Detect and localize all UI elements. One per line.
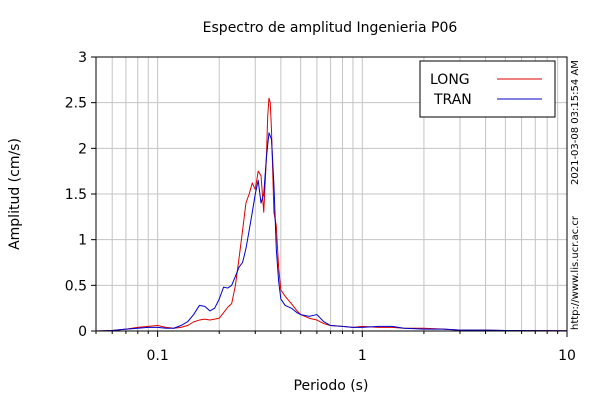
- axes: 0 0.5 1 1.5 2 2.5 3 0.1 1 10: [65, 50, 576, 364]
- series-layer: [95, 97, 568, 332]
- legend-box: [419, 60, 556, 118]
- x-axis-label: Periodo (s): [294, 378, 369, 394]
- x-tick-label: 1: [358, 348, 367, 364]
- legend-label-tran: TRAN: [433, 92, 472, 108]
- y-tick-label: 0.5: [65, 278, 87, 294]
- x-tick-label: 0.1: [146, 348, 168, 364]
- series-line-tran: [95, 132, 568, 332]
- chart-title: Espectro de amplitud Ingenieria P06: [203, 20, 458, 36]
- legend-label-long: LONG: [430, 72, 470, 88]
- series-line-long: [95, 97, 568, 332]
- y-tick-label: 3: [78, 50, 87, 66]
- x-tick-label: 10: [558, 348, 576, 364]
- legend: LONG TRAN: [419, 60, 556, 118]
- y-tick-label: 1: [78, 233, 87, 249]
- timestamp-text: 2021-03-08 03:15:54 AM: [570, 60, 581, 185]
- y-axis-label: Amplitud (cm/s): [7, 138, 23, 250]
- y-tick-label: 1.5: [65, 187, 87, 203]
- y-tick-label: 0: [78, 324, 87, 340]
- y-tick-label: 2: [78, 141, 87, 157]
- y-tick-label: 2.5: [65, 96, 87, 112]
- source-url-text: http://www.lis.ucr.ac.cr: [570, 215, 581, 330]
